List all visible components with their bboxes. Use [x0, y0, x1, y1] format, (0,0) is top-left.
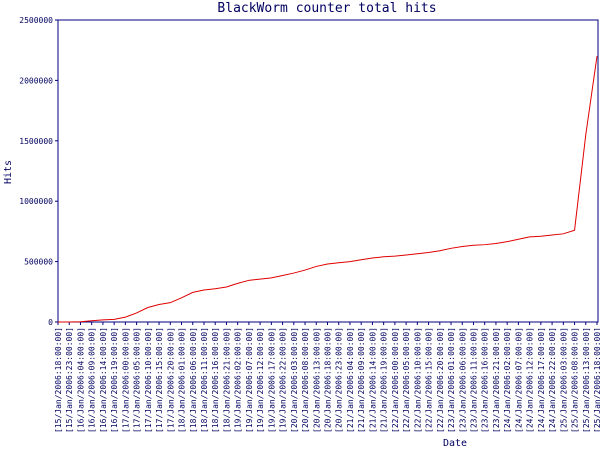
- y-tick-label: 500000: [24, 258, 53, 267]
- x-tick-label: [21/Jan/2006:14:00:00]: [368, 327, 377, 433]
- x-tick-label: [22/Jan/2006:10:00:00]: [413, 327, 422, 433]
- x-tick-label: [16/Jan/2006:14:00:00]: [99, 327, 108, 433]
- x-tick-label: [25/Jan/2006:13:00:00]: [582, 327, 591, 433]
- plot-frame: [57, 19, 599, 323]
- x-tick-label: [23/Jan/2006:06:00:00]: [458, 327, 467, 433]
- x-tick-label: [18/Jan/2006:21:00:00]: [222, 327, 231, 433]
- x-tick-label: [17/Jan/2006:20:00:00]: [166, 327, 175, 433]
- x-tick-label: [22/Jan/2006:00:00:00]: [391, 327, 400, 433]
- x-tick-label: [25/Jan/2006:18:00:00]: [593, 327, 600, 433]
- x-tick-label: [17/Jan/2006:05:00:00]: [133, 327, 142, 433]
- x-tick-label: [24/Jan/2006:07:00:00]: [514, 327, 523, 433]
- x-tick-label: [22/Jan/2006:20:00:00]: [436, 327, 445, 433]
- x-tick-label: [22/Jan/2006:05:00:00]: [402, 327, 411, 433]
- x-tick-label: [24/Jan/2006:17:00:00]: [537, 327, 546, 433]
- y-tick-label: 2500000: [19, 16, 53, 25]
- x-tick-label: [15/Jan/2006:23:00:00]: [65, 327, 74, 433]
- x-tick-label: [21/Jan/2006:09:00:00]: [357, 327, 366, 433]
- x-tick-label: [16/Jan/2006:19:00:00]: [110, 327, 119, 433]
- x-tick-label: [24/Jan/2006:22:00:00]: [548, 327, 557, 433]
- chart-title: BlackWorm counter total hits: [217, 1, 436, 16]
- x-tick-label: [23/Jan/2006:01:00:00]: [447, 327, 456, 433]
- x-tick-label: [16/Jan/2006:04:00:00]: [76, 327, 85, 433]
- x-tick-label: [25/Jan/2006:03:00:00]: [559, 327, 568, 433]
- y-tick-label: 2000000: [19, 76, 53, 85]
- x-tick-label: [19/Jan/2006:02:00:00]: [234, 327, 243, 433]
- x-tick-label: [23/Jan/2006:16:00:00]: [481, 327, 490, 433]
- data-line: [58, 56, 598, 323]
- x-tick-label: [17/Jan/2006:00:00:00]: [121, 327, 130, 433]
- x-tick-label: [18/Jan/2006:16:00:00]: [211, 327, 220, 433]
- x-tick-label: [21/Jan/2006:04:00:00]: [346, 327, 355, 433]
- x-tick-label: [19/Jan/2006:07:00:00]: [245, 327, 254, 433]
- x-tick-label: [19/Jan/2006:22:00:00]: [279, 327, 288, 433]
- x-tick-label: [20/Jan/2006:13:00:00]: [312, 327, 321, 433]
- x-tick-label: [19/Jan/2006:17:00:00]: [267, 327, 276, 433]
- x-axis-label: Date: [443, 438, 467, 449]
- x-tick-label: [24/Jan/2006:12:00:00]: [526, 327, 535, 433]
- x-tick-label: [17/Jan/2006:10:00:00]: [144, 327, 153, 433]
- x-tick-label: [20/Jan/2006:18:00:00]: [324, 327, 333, 433]
- x-tick-label: [16/Jan/2006:09:00:00]: [88, 327, 97, 433]
- x-tick-label: [21/Jan/2006:19:00:00]: [380, 327, 389, 433]
- y-tick-label: 1500000: [19, 137, 53, 146]
- x-tick-label: [23/Jan/2006:11:00:00]: [469, 327, 478, 433]
- x-tick-label: [23/Jan/2006:21:00:00]: [492, 327, 501, 433]
- x-tick-label: [22/Jan/2006:15:00:00]: [425, 327, 434, 433]
- y-tick-label: 1000000: [19, 197, 53, 206]
- x-tick-label: [19/Jan/2006:12:00:00]: [256, 327, 265, 433]
- x-tick-label: [18/Jan/2006:01:00:00]: [178, 327, 187, 433]
- x-tick-label: [15/Jan/2006:18:00:00]: [54, 327, 63, 433]
- x-tick-label: [20/Jan/2006:23:00:00]: [335, 327, 344, 433]
- x-tick-label: [24/Jan/2006:02:00:00]: [503, 327, 512, 433]
- x-tick-label: [17/Jan/2006:15:00:00]: [155, 327, 164, 433]
- x-tick-label: [20/Jan/2006:08:00:00]: [301, 327, 310, 433]
- x-tick-label: [18/Jan/2006:06:00:00]: [189, 327, 198, 433]
- y-axis-label: Hits: [3, 160, 14, 184]
- x-tick-label: [20/Jan/2006:03:00:00]: [290, 327, 299, 433]
- x-tick-label: [25/Jan/2006:08:00:00]: [571, 327, 580, 433]
- y-tick-label: 0: [48, 318, 53, 327]
- x-tick-label: [18/Jan/2006:11:00:00]: [200, 327, 209, 433]
